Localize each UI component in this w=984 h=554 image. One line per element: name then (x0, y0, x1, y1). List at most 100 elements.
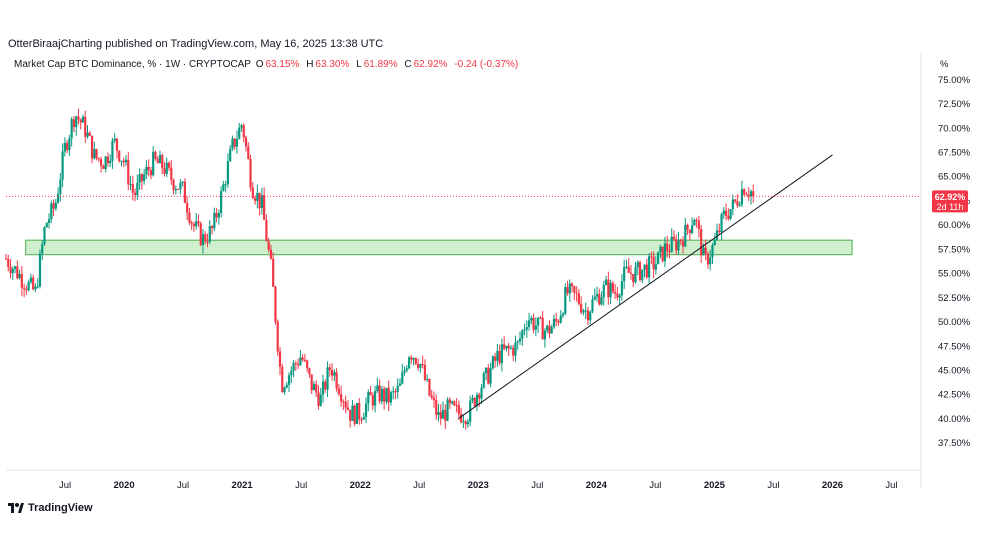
candle-body (478, 394, 481, 399)
candle-body (743, 189, 746, 195)
candle-body (208, 226, 211, 242)
candle-body (439, 412, 442, 419)
candle-body (432, 397, 436, 401)
candle-body (147, 166, 150, 171)
candle-body (460, 414, 463, 423)
candle-body (523, 329, 526, 331)
candle-body (72, 119, 76, 128)
candle-body (285, 384, 288, 388)
y-tick-label: 60.00% (938, 220, 971, 231)
candle-body (464, 421, 467, 425)
candle-body (722, 210, 725, 215)
candle-body (380, 388, 383, 402)
ascending-trendline[interactable] (458, 154, 833, 419)
candle-body (711, 245, 714, 258)
candle-body (450, 401, 454, 404)
candle-body (398, 383, 402, 386)
support-zone[interactable] (25, 239, 853, 256)
candle-body (204, 234, 207, 242)
candle-body (532, 317, 535, 330)
candle-body (441, 409, 445, 419)
candle-body (143, 174, 146, 182)
y-tick-label: 67.50% (938, 148, 971, 159)
candle-body (324, 381, 327, 390)
candle-body (201, 234, 205, 246)
candle-body (598, 293, 601, 305)
candle-body (738, 204, 741, 206)
candle-body (13, 266, 17, 269)
candle-body (672, 236, 676, 240)
candle-body (120, 160, 123, 162)
candle-body (63, 142, 66, 152)
candle-body (61, 151, 64, 180)
candle-body (70, 119, 73, 139)
candle-body (226, 161, 230, 185)
candle-body (238, 127, 241, 139)
candle-body (570, 283, 574, 287)
candle-body (129, 184, 132, 186)
candle-body (156, 158, 159, 164)
candle-body (172, 179, 175, 191)
candle-body (609, 282, 612, 298)
candle-body (240, 125, 243, 128)
x-tick-label: Jul (59, 480, 71, 491)
candle-body (629, 272, 633, 274)
candle-body (306, 360, 309, 369)
candle-body (412, 358, 415, 360)
candle-body (16, 266, 19, 279)
candle-body (321, 381, 325, 395)
candle-body (50, 203, 53, 220)
candle-body (491, 356, 494, 369)
candle-body (179, 182, 182, 190)
candle-body (362, 416, 365, 420)
candle-body (66, 142, 69, 151)
tradingview-logo[interactable]: TradingView (8, 500, 93, 516)
symbol-label[interactable]: Market Cap BTC Dominance, % · 1W · CRYPT… (14, 59, 251, 70)
candle-body (734, 199, 737, 202)
candle-body (666, 243, 669, 252)
candle-body (602, 284, 605, 298)
candle-body (550, 326, 553, 334)
candle-body (403, 370, 406, 373)
candle-body (389, 392, 393, 403)
x-tick-label: Jul (531, 480, 543, 491)
candle-body (419, 364, 422, 368)
candle-body (167, 162, 171, 168)
candle-body (79, 119, 82, 123)
candle-body (564, 287, 567, 314)
candle-body (720, 214, 723, 233)
candle-body (272, 258, 275, 287)
candle-body (589, 311, 592, 321)
x-tick-label: 2022 (350, 480, 371, 491)
candle-body (326, 367, 329, 390)
candle-body (27, 282, 30, 291)
candle-body (584, 310, 587, 312)
candle-body (475, 394, 479, 407)
candle-body (534, 325, 537, 330)
y-tick-label: 65.00% (938, 172, 971, 183)
candle-body (47, 219, 51, 223)
candle-body (749, 191, 753, 197)
candle-body (215, 212, 218, 218)
candle-body (174, 188, 177, 191)
candle-body (417, 363, 420, 368)
candle-body (715, 230, 719, 240)
candle-body (376, 385, 379, 392)
candle-body (235, 138, 239, 147)
candle-body (290, 370, 293, 376)
candle-body (521, 330, 524, 339)
candle-body (183, 181, 186, 203)
candle-body (127, 159, 130, 185)
candlestick-chart[interactable]: 37.50% 40.00% 42.50% 45.00% 47.50% 50.00% 52.5… (0, 52, 984, 498)
candle-body (539, 317, 542, 319)
candle-body (229, 148, 232, 162)
candle-body (566, 287, 569, 294)
candle-body (729, 209, 732, 219)
candle-body (401, 372, 404, 384)
candle-body (152, 151, 155, 176)
candle-body (623, 267, 626, 282)
candle-body (299, 357, 302, 366)
candle-body (686, 224, 689, 230)
candle-body (455, 405, 458, 407)
candle-body (118, 150, 121, 162)
